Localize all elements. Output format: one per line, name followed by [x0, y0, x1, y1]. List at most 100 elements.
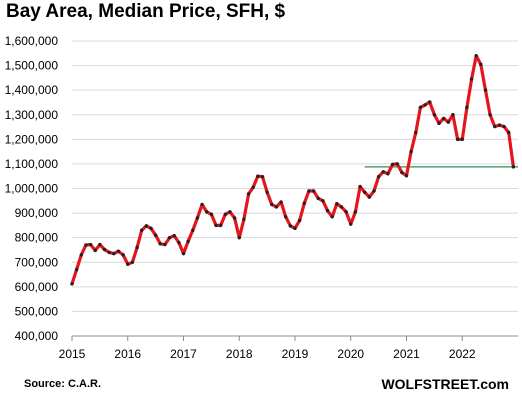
data-point	[283, 215, 288, 219]
data-point	[497, 123, 502, 127]
x-tick-label: 2018	[226, 347, 253, 361]
data-point	[205, 210, 209, 214]
data-point	[223, 212, 228, 217]
y-tick-label: 600,000	[15, 280, 59, 294]
data-point	[107, 250, 111, 255]
data-point	[167, 235, 172, 240]
data-point	[441, 116, 446, 121]
data-point	[270, 202, 274, 207]
data-point	[428, 100, 432, 104]
data-point	[144, 224, 149, 228]
x-tick-label: 2022	[449, 347, 476, 361]
chart-title: Bay Area, Median Price, SFH, $	[6, 1, 286, 22]
x-tick-label: 2019	[282, 347, 309, 361]
data-point	[181, 251, 186, 256]
source-note: Source: C.A.R.	[24, 378, 102, 390]
y-tick-label: 400,000	[15, 329, 59, 343]
data-point	[460, 137, 464, 142]
data-point	[218, 223, 223, 228]
data-point	[297, 218, 302, 223]
data-point	[479, 62, 483, 67]
data-point	[414, 130, 418, 135]
data-point	[186, 239, 190, 244]
data-point	[446, 120, 451, 124]
data-point	[511, 165, 516, 169]
data-point	[469, 77, 474, 81]
data-point	[418, 105, 423, 110]
data-point	[102, 247, 107, 252]
y-tick-label: 1,600,000	[5, 34, 59, 48]
data-point	[474, 54, 478, 58]
data-point	[307, 189, 311, 193]
data-point	[367, 195, 372, 199]
data-point	[311, 189, 316, 193]
data-point	[265, 190, 269, 194]
data-point	[502, 124, 506, 129]
data-point	[483, 88, 488, 92]
x-axis: 2015 2016 2017 2018 2019 2020 2021 2022	[59, 335, 518, 361]
data-point	[316, 196, 320, 201]
data-point	[395, 162, 399, 166]
y-tick-label: 1,500,000	[5, 59, 59, 73]
data-point	[130, 260, 135, 264]
data-point	[191, 228, 195, 232]
data-point	[209, 212, 214, 217]
y-tick-label: 700,000	[15, 255, 59, 269]
y-tick-label: 800,000	[15, 231, 59, 245]
data-point	[149, 226, 153, 231]
brand-label: WOLFSTREET.com	[381, 376, 509, 392]
data-point	[172, 234, 176, 238]
data-point	[256, 174, 260, 178]
data-point	[344, 210, 348, 214]
data-point	[88, 242, 93, 247]
data-point	[251, 185, 255, 189]
data-point	[126, 262, 130, 266]
data-point	[330, 215, 334, 219]
y-tick-label: 1,000,000	[5, 182, 59, 196]
data-point	[242, 217, 246, 221]
data-point	[390, 162, 395, 167]
data-point	[455, 137, 460, 142]
data-point	[386, 172, 390, 176]
data-point	[362, 190, 367, 194]
y-tick-label: 1,400,000	[5, 83, 59, 97]
data-point	[339, 205, 344, 209]
data-point	[437, 121, 441, 126]
data-point	[409, 149, 413, 154]
data-point	[98, 242, 102, 247]
data-point	[163, 242, 167, 247]
data-point	[93, 248, 97, 253]
data-point	[451, 113, 455, 117]
data-point	[353, 210, 358, 214]
data-point	[381, 170, 385, 174]
data-point	[423, 103, 427, 107]
y-tick-label: 1,200,000	[5, 132, 59, 146]
data-point	[260, 175, 265, 179]
x-tick-label: 2015	[59, 347, 86, 361]
data-point	[177, 240, 181, 245]
data-point	[372, 189, 376, 193]
data-point	[232, 216, 237, 220]
data-point	[153, 233, 158, 237]
data-point	[246, 192, 251, 196]
x-tick-label: 2016	[114, 347, 141, 361]
data-point	[228, 210, 232, 214]
data-point	[432, 113, 437, 117]
data-point	[274, 205, 279, 209]
data-point	[112, 251, 116, 256]
data-point	[237, 235, 241, 240]
data-point	[293, 226, 297, 231]
y-tick-label: 1,300,000	[5, 108, 59, 122]
y-axis: 400,000 500,000 600,000 700,000 800,000 900,0…	[5, 34, 59, 343]
data-point	[70, 282, 74, 286]
data-point	[376, 175, 381, 179]
y-tick-label: 900,000	[15, 206, 59, 220]
series-group	[70, 54, 516, 286]
x-tick-label: 2020	[337, 347, 364, 361]
data-point	[214, 223, 218, 228]
data-point	[488, 113, 492, 117]
data-point	[465, 105, 469, 110]
data-point	[121, 253, 125, 257]
y-tick-label: 1,100,000	[5, 157, 59, 171]
